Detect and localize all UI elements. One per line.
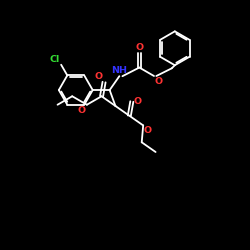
Text: O: O xyxy=(78,106,86,114)
Text: O: O xyxy=(144,126,152,135)
Text: O: O xyxy=(155,77,163,86)
Text: NH: NH xyxy=(111,66,127,75)
Text: O: O xyxy=(94,72,102,81)
Text: Cl: Cl xyxy=(49,55,59,64)
Text: O: O xyxy=(135,42,143,51)
Text: O: O xyxy=(133,97,141,106)
